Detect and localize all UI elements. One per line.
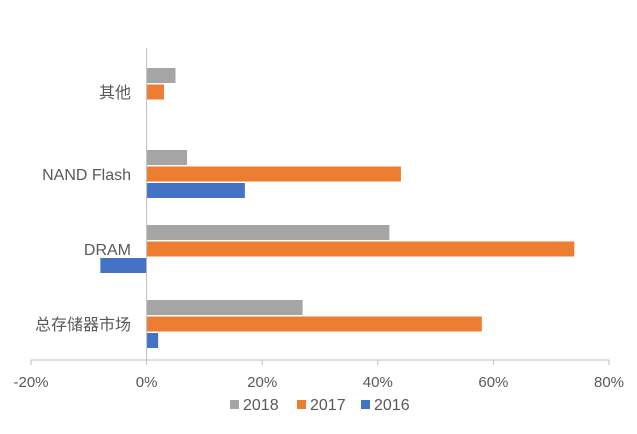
legend-swatch-2017 (297, 400, 306, 409)
bar-2016-1 (146, 183, 245, 198)
legend-swatch-2018 (230, 400, 239, 409)
bar-2018-1 (146, 150, 188, 165)
category-label: DRAM (84, 242, 131, 259)
legend-label-2018: 2018 (243, 397, 279, 414)
bar-2016-2 (100, 258, 147, 273)
legend-swatch-2016 (361, 400, 370, 409)
legend-label-2017: 2017 (310, 397, 346, 414)
legend: 2018 2017 2016 (230, 397, 410, 414)
x-tick-label: -20% (13, 374, 48, 391)
bars-layer (100, 68, 575, 348)
bar-2017-0 (146, 84, 164, 100)
bar-2017-3 (146, 316, 482, 332)
category-label: NAND Flash (42, 167, 131, 184)
bar-2017-1 (146, 166, 401, 182)
bar-2017-2 (146, 241, 575, 257)
category-labels: 其他 NAND Flash DRAM 总存储器市场 (35, 84, 131, 334)
x-tick-label: 0% (136, 374, 158, 391)
x-axis-ticks: -20% 0% 20% 40% 60% 80% (13, 360, 624, 391)
bar-2018-3 (146, 300, 303, 315)
bar-2018-0 (146, 68, 176, 83)
x-tick-label: 40% (363, 374, 393, 391)
x-tick-label: 20% (247, 374, 277, 391)
legend-label-2016: 2016 (374, 397, 410, 414)
bar-2018-2 (146, 225, 390, 240)
category-label: 其他 (99, 84, 131, 102)
category-label: 总存储器市场 (35, 316, 131, 334)
x-tick-label: 80% (594, 374, 624, 391)
bar-2016-3 (146, 333, 159, 348)
x-tick-label: 60% (478, 374, 508, 391)
